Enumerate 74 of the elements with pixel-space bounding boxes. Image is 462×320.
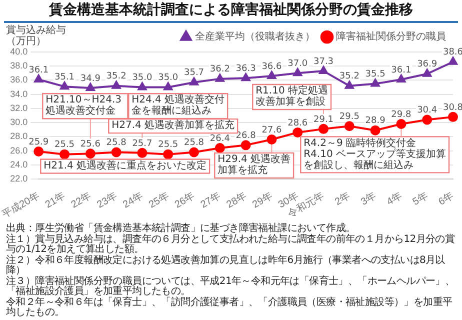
data-label: 29.8	[391, 110, 412, 120]
y-axis-title: 賞与込み給与（万円）	[6, 25, 67, 47]
data-label: 34.9	[80, 74, 101, 84]
data-label: 37.3	[313, 56, 334, 67]
annotation: R4.2～9 臨時特例交付金 R4.10 ベースアップ等支援加算を創設し、報酬に組込み	[304, 136, 446, 171]
data-label: 37.0	[288, 59, 308, 70]
text: 注２）令和６年度報酬改定における処遇改善加算の見直しは昨年6月施行（事業者への支払いは8月以降）	[6, 254, 446, 276]
data-label: 28.6	[288, 118, 308, 128]
y-tick-label: 40.0	[10, 46, 28, 56]
annotation: H24.4 処遇改善交付金を報酬に組込み	[132, 94, 225, 117]
x-tick-label: 26年	[172, 190, 197, 211]
y-tick-label: 32.0	[10, 102, 28, 113]
x-tick-label: 21年	[43, 190, 68, 211]
text: 注３）障害福祉関係分野の職員については、平成21年～令和元年は「保育士」、「ホームヘルパー」、「福祉施設介護員」を加重平均したもの。	[6, 276, 456, 297]
x-tick-label: 27年	[198, 190, 223, 211]
data-label: 35.1	[54, 72, 75, 82]
x-tick-label: 25年	[146, 190, 171, 211]
data-label: 25.5	[54, 140, 75, 150]
data-label: 25.9	[28, 137, 49, 148]
data-label: 30.8	[442, 102, 462, 113]
data-label: 29.5	[339, 112, 360, 122]
data-label: 25.8	[184, 138, 204, 148]
x-tick-label: 平成20年	[0, 190, 42, 221]
y-tick-label: 28.0	[10, 131, 28, 142]
y-tick-label: 24.0	[10, 159, 28, 170]
data-label: 26.4	[210, 134, 230, 144]
data-label: 25.6	[80, 139, 101, 150]
text: 注１）賞与見込み給与は、調査年の６月分として支払われた給与に調査年の前年の１月から12月分の賞与の1/12を加えて算出した額。	[6, 234, 456, 255]
chart-title: 賃金構造基本統計調査による障害福祉関係分野の賃金推移	[48, 2, 414, 19]
data-label: 28.9	[365, 116, 386, 126]
data-label: 36.9	[417, 60, 438, 70]
data-label: 36.6	[262, 62, 282, 72]
legend-label: 全産業平均（役職者抜き）	[195, 30, 315, 43]
data-label: 27.6	[262, 125, 282, 136]
data-label: 25.7	[132, 138, 152, 149]
x-tick-label: 4年	[384, 190, 404, 208]
text: 令和２年～令和６年は「保育士」、「訪問介護従事者」、「介護職員（医療・福祉施設等）」を加重平均したもの。	[6, 296, 454, 318]
x-tick-label: 6年	[436, 190, 456, 208]
x-tick-label: 28年	[224, 190, 249, 211]
data-label: 36.2	[210, 64, 230, 75]
data-label: 35.2	[339, 72, 360, 82]
data-label: 26.8	[236, 131, 256, 142]
x-tick-label: 22年	[68, 190, 94, 211]
x-tick-label: 24年	[120, 190, 146, 211]
x-tick-label: 23年	[94, 190, 120, 211]
annotation: H27.4 処遇改善加算を拡充	[112, 119, 235, 132]
y-tick-label: 22.0	[10, 174, 28, 184]
source-note: 出典：厚生労働省「賃金構造基本統計調査」に基づき障害福祉課において作成。	[6, 223, 356, 234]
y-tick-label: 38.0	[10, 60, 28, 71]
data-label: 35.0	[132, 73, 152, 84]
data-label: 35.7	[184, 68, 204, 78]
x-tick-label: 5年	[410, 190, 430, 208]
annotation: R1.10 特定処遇改善加算を創設	[256, 84, 328, 108]
legend-label: 障害福祉関係分野の職員	[336, 30, 446, 43]
y-tick-label: 30.0	[10, 117, 28, 128]
y-tick-label: 34.0	[10, 88, 28, 99]
data-label: 30.4	[417, 106, 438, 116]
data-label: 36.3	[236, 64, 256, 74]
data-label: 35.2	[106, 72, 126, 82]
data-label: 25.5	[158, 140, 178, 150]
y-tick-label: 36.0	[10, 74, 28, 85]
x-tick-label: 29年	[250, 190, 275, 211]
y-tick-label: 26.0	[10, 145, 28, 156]
data-label: 35.0	[158, 73, 178, 84]
data-label: 29.1	[313, 114, 334, 125]
x-tick-label: 2年	[332, 190, 352, 208]
data-label: 35.5	[365, 70, 386, 80]
annotation: H21.10～H24.3 処遇改善交付金	[46, 94, 125, 117]
data-label: 36.1	[28, 65, 49, 76]
data-label: 25.8	[106, 138, 127, 148]
x-tick-label: 3年	[358, 190, 378, 208]
annotation: H21.4 処遇改善に重点をおいた改定	[44, 159, 207, 172]
annotation: H29.4 処遇改善加算を拡充	[218, 153, 291, 176]
data-label: 36.1	[391, 65, 412, 76]
